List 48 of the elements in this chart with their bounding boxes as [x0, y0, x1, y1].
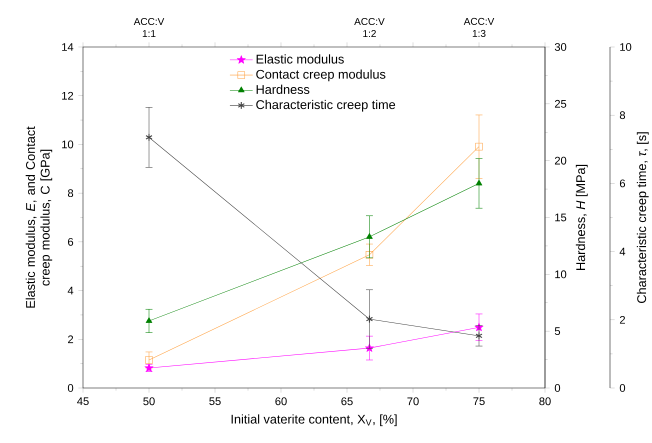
text: ACC:V 1:1 [134, 18, 164, 37]
y-tick-label: 12 [62, 92, 74, 100]
point [366, 233, 373, 239]
y-tick-label: 14 [62, 43, 74, 51]
y3-tick-label: 4 [620, 248, 626, 256]
y2-tick-label: 5 [554, 327, 560, 336]
point [145, 133, 153, 142]
y3-tick-label: 0 [620, 384, 626, 392]
text: ACC:V 1:2 [354, 18, 385, 37]
text: ACC:V 1:3 [464, 18, 494, 37]
x-tick-label: 70 [407, 397, 419, 406]
legend-label: Contact creep modulus [256, 69, 386, 82]
y-tick-label: 0 [68, 384, 74, 392]
point [475, 332, 483, 340]
y3-tick-label: 8 [620, 111, 626, 120]
legend-label: Elastic modulus [256, 54, 344, 64]
y-tick-label: 2 [68, 335, 74, 344]
y2-tick-label: 15 [555, 214, 566, 222]
point [475, 142, 483, 150]
y-tick-label: 4 [68, 286, 74, 294]
y2-tick-label: 30 [554, 43, 566, 51]
point [145, 356, 153, 364]
legend-label: Characteristic creep time [256, 100, 396, 112]
y3-tick-label: 6 [620, 179, 626, 188]
x-tick-label: 80 [539, 397, 551, 406]
y2-tick-label: 10 [555, 270, 566, 278]
point [366, 315, 373, 324]
y3-tick-label: 10 [620, 43, 632, 51]
x-tick-label: 45 [77, 397, 89, 406]
x-tick-label: 50 [143, 397, 155, 406]
x-tick-label: 60 [275, 397, 287, 406]
y-tick-label: 8 [68, 189, 74, 198]
x-tick-label: 55 [209, 397, 221, 406]
y-tick-label: 6 [68, 238, 74, 246]
point [476, 180, 482, 186]
y2-tick-label: 25 [554, 100, 566, 108]
y-tick-label: 10 [62, 140, 74, 148]
point [146, 317, 152, 323]
y3-axis-title: Characteristic creep time, τ, [s] [636, 132, 649, 303]
legend-label: Hardness [256, 84, 310, 94]
point [366, 251, 374, 259]
y2-tick-label: 0 [554, 384, 560, 392]
x-tick-label: 75 [473, 397, 485, 406]
y2-axis-title: Hardness, H [MPa] [576, 164, 588, 270]
x-tick-label: 65 [341, 397, 353, 406]
y3-tick-label: 2 [620, 316, 625, 324]
y2-tick-label: 20 [554, 156, 566, 165]
x-axis-title: Initial vaterite content, X$_{V}$, [%] [232, 414, 397, 426]
